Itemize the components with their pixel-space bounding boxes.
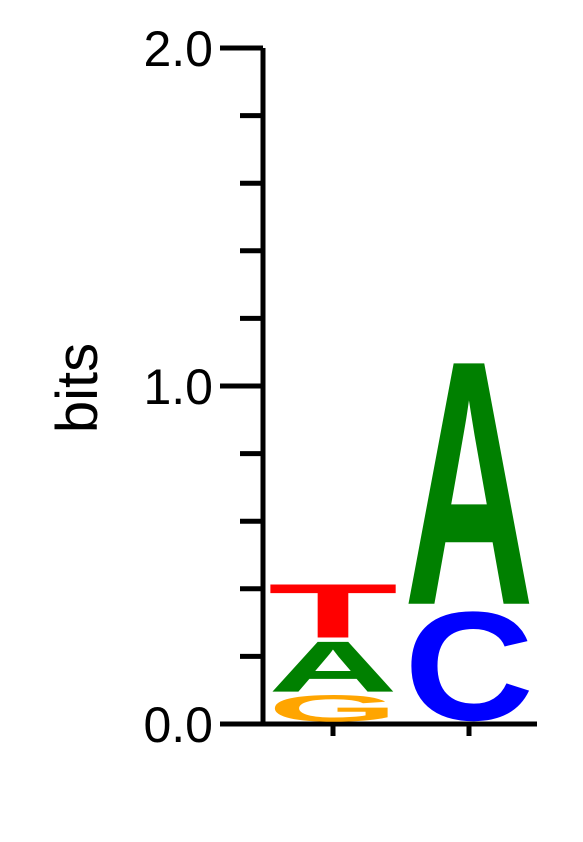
axes: 0.0 1.0 2.0	[143, 21, 537, 753]
logo-letter-T: T	[268, 568, 398, 654]
y-axis-label: bits	[45, 343, 110, 433]
logo-letter-G: G	[268, 687, 398, 730]
logo-letter-A: A	[404, 287, 534, 678]
letter-stacks: GAT CA	[268, 287, 534, 753]
y-tick-label: 1.0	[143, 359, 213, 415]
logo-letter-A: A	[268, 627, 398, 708]
logo-letter-C: C	[404, 579, 534, 753]
y-tick-label: 0.0	[143, 697, 213, 753]
y-tick-label: 2.0	[143, 21, 213, 77]
